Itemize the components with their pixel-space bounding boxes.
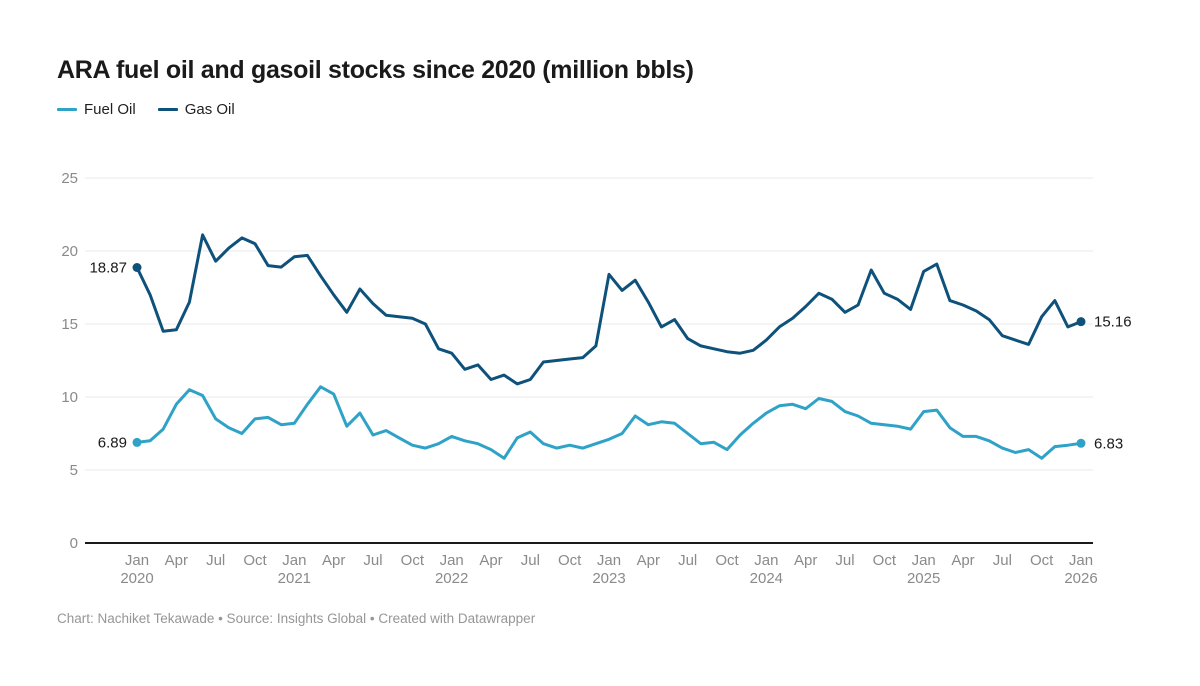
x-tick-label: Jan [912,552,936,569]
point-value-label: 15.16 [1094,314,1132,331]
legend-label-gas-oil: Gas Oil [184,101,235,118]
x-tick-label: Apr [479,552,502,569]
x-tick-label: Jan [754,552,778,569]
data-point-dot [132,437,142,447]
x-tick-label: Apr [322,552,345,569]
data-point-dot [132,262,142,272]
gas-oil-line-swatch [157,108,178,111]
x-tick-year-label: 2026 [1064,570,1097,587]
x-tick-year-label: 2025 [907,570,940,587]
legend-item-gas-oil: Gas Oil [157,101,235,118]
x-tick-label: Jan [440,552,464,569]
x-tick-label: Oct [558,552,582,569]
x-tick-year-label: 2024 [750,570,783,587]
legend: Fuel Oil Gas Oil [57,101,235,118]
point-value-label: 18.87 [89,259,127,276]
y-tick-label: 25 [61,170,78,187]
x-tick-label: Jan [1069,552,1093,569]
y-tick-label: 5 [70,462,78,479]
x-tick-label: Apr [165,552,188,569]
y-tick-label: 15 [61,316,78,333]
x-tick-label: Oct [873,552,897,569]
x-tick-label: Jul [363,552,382,569]
y-tick-label: 20 [61,243,78,260]
x-tick-label: Jul [206,552,225,569]
x-tick-label: Oct [715,552,739,569]
x-tick-label: Oct [243,552,267,569]
point-value-label: 6.83 [1094,435,1123,452]
data-point-dot [1076,438,1086,448]
chart-title: ARA fuel oil and gasoil stocks since 202… [57,56,694,84]
x-tick-label: Jul [521,552,540,569]
x-tick-year-label: 2022 [435,570,468,587]
point-value-label: 6.89 [98,434,127,451]
x-tick-year-label: 2023 [592,570,625,587]
legend-item-fuel-oil: Fuel Oil [57,101,136,118]
series-line-fuel-oil[interactable] [135,385,1083,460]
data-point-dot [1076,317,1086,327]
x-tick-label: Jan [125,552,149,569]
x-tick-label: Jan [282,552,306,569]
x-tick-label: Jan [597,552,621,569]
x-tick-label: Oct [401,552,425,569]
legend-label-fuel-oil: Fuel Oil [84,101,136,118]
x-tick-label: Jul [835,552,854,569]
x-tick-year-label: 2020 [120,570,153,587]
fuel-oil-line-swatch [57,108,77,111]
x-tick-label: Apr [637,552,660,569]
y-tick-label: 0 [70,535,78,552]
x-tick-label: Jul [993,552,1012,569]
x-tick-label: Jul [678,552,697,569]
series-line-gas-oil[interactable] [135,233,1083,386]
x-tick-label: Apr [951,552,974,569]
x-tick-year-label: 2021 [278,570,311,587]
chart-footer: Chart: Nachiket Tekawade • Source: Insig… [57,611,536,626]
x-tick-label: Apr [794,552,817,569]
y-tick-label: 10 [61,389,78,406]
x-tick-label: Oct [1030,552,1054,569]
